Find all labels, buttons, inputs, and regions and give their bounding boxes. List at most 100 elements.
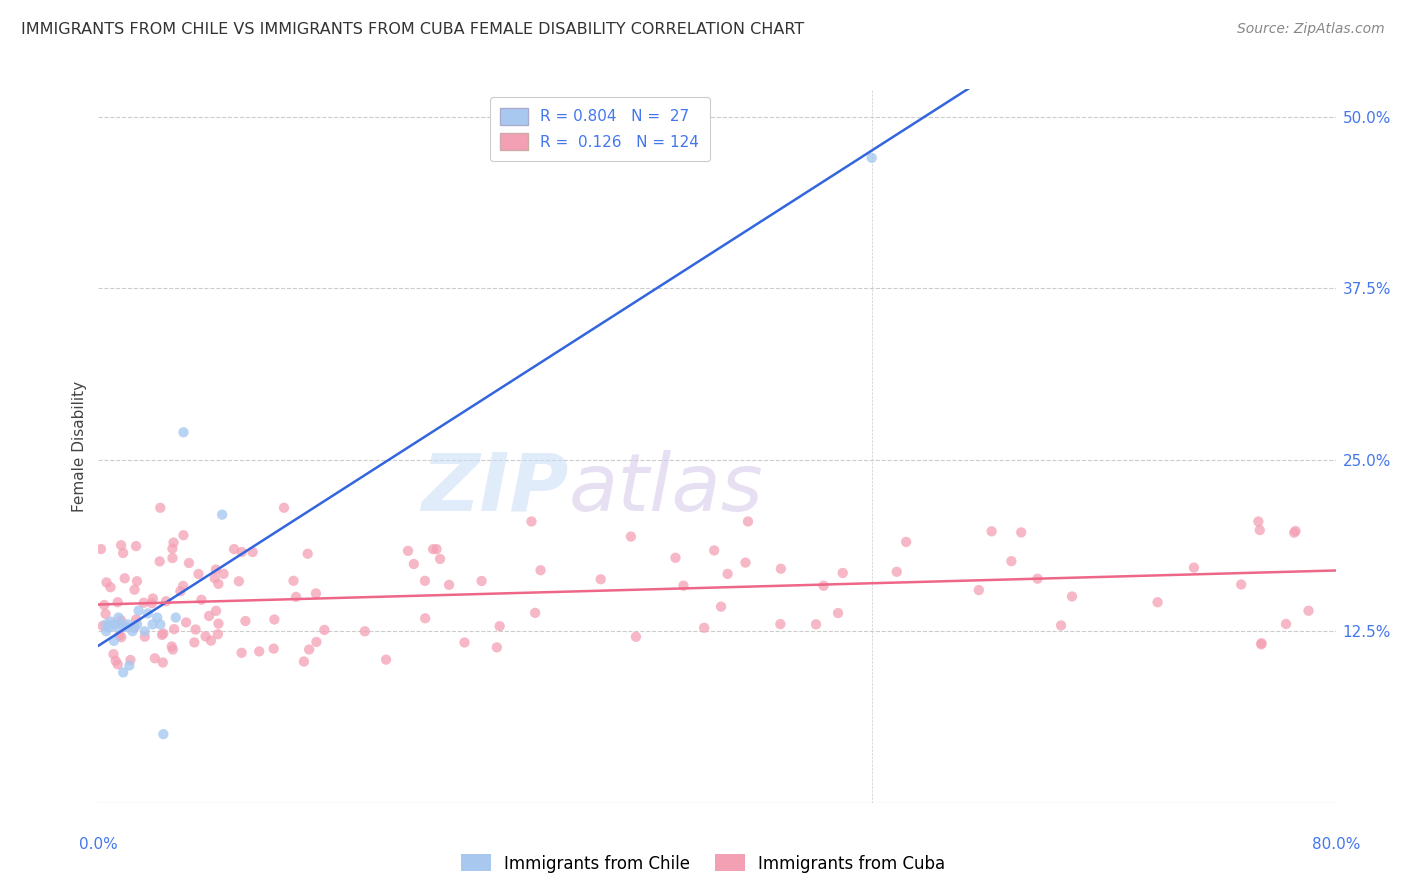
Point [117,617,139,632]
Point [263,641,285,656]
Point [149,554,172,568]
Point [710,599,733,614]
Point [624,630,647,644]
Point [173,528,195,542]
Text: atlas: atlas [568,450,763,528]
Point [520,515,543,529]
Point [118,658,141,673]
Point [298,642,321,657]
Legend: R = 0.804   N =  27, R =  0.126   N = 124: R = 0.804 N = 27, R = 0.126 N = 124 [489,97,710,161]
Point [183,635,205,649]
Point [1250,636,1272,650]
Point [107,657,129,672]
Point [353,624,375,639]
Point [1275,616,1298,631]
Point [205,563,228,577]
Point [429,552,451,566]
Point [162,535,184,549]
Point [485,640,508,655]
Point [172,579,194,593]
Point [305,586,328,600]
Point [1298,604,1320,618]
Point [1284,524,1306,538]
Point [205,604,228,618]
Point [471,574,494,588]
Point [136,607,159,621]
Point [886,565,908,579]
Point [437,578,460,592]
Point [235,614,257,628]
Point [375,653,398,667]
Point [413,611,436,625]
Point [103,617,125,632]
Point [769,617,792,632]
Point [142,617,165,632]
Point [664,550,686,565]
Point [184,623,207,637]
Point [105,620,128,634]
Point [107,595,129,609]
Point [91,619,114,633]
Point [273,500,295,515]
Point [122,620,145,634]
Point [152,626,174,640]
Point [173,425,195,440]
Point [96,624,118,639]
Point [100,580,122,594]
Point [149,500,172,515]
Point [190,592,212,607]
Point [242,545,264,559]
Point [94,607,117,621]
Point [169,584,191,599]
Point [529,563,551,577]
Point [142,591,165,606]
Point [804,617,827,632]
Point [703,543,725,558]
Point [1249,523,1271,537]
Point [107,610,129,624]
Text: 0.0%: 0.0% [79,837,118,852]
Point [104,654,127,668]
Point [124,621,146,635]
Point [100,615,122,629]
Point [143,651,166,665]
Point [90,542,112,557]
Point [194,629,217,643]
Point [125,574,148,589]
Point [396,544,419,558]
Point [402,557,425,571]
Point [413,574,436,588]
Point [297,547,319,561]
Point [314,623,336,637]
Point [222,542,245,557]
Point [111,617,134,632]
Point [162,642,184,657]
Point [422,542,444,557]
Point [125,539,148,553]
Point [200,633,222,648]
Point [285,590,308,604]
Point [152,727,174,741]
Point [112,665,135,680]
Point [96,617,118,632]
Point [831,566,853,580]
Point [263,613,285,627]
Point [207,627,229,641]
Point [980,524,1002,539]
Y-axis label: Female Disability: Female Disability [72,380,87,512]
Point [152,656,174,670]
Legend: Immigrants from Chile, Immigrants from Cuba: Immigrants from Chile, Immigrants from C… [454,847,952,880]
Point [488,619,510,633]
Point [162,551,184,566]
Point [207,616,229,631]
Point [134,624,156,639]
Point [103,647,125,661]
Point [1000,554,1022,568]
Point [211,508,233,522]
Point [120,653,142,667]
Point [96,575,118,590]
Text: ZIP: ZIP [422,450,568,528]
Point [115,620,138,634]
Point [1146,595,1168,609]
Point [187,566,209,581]
